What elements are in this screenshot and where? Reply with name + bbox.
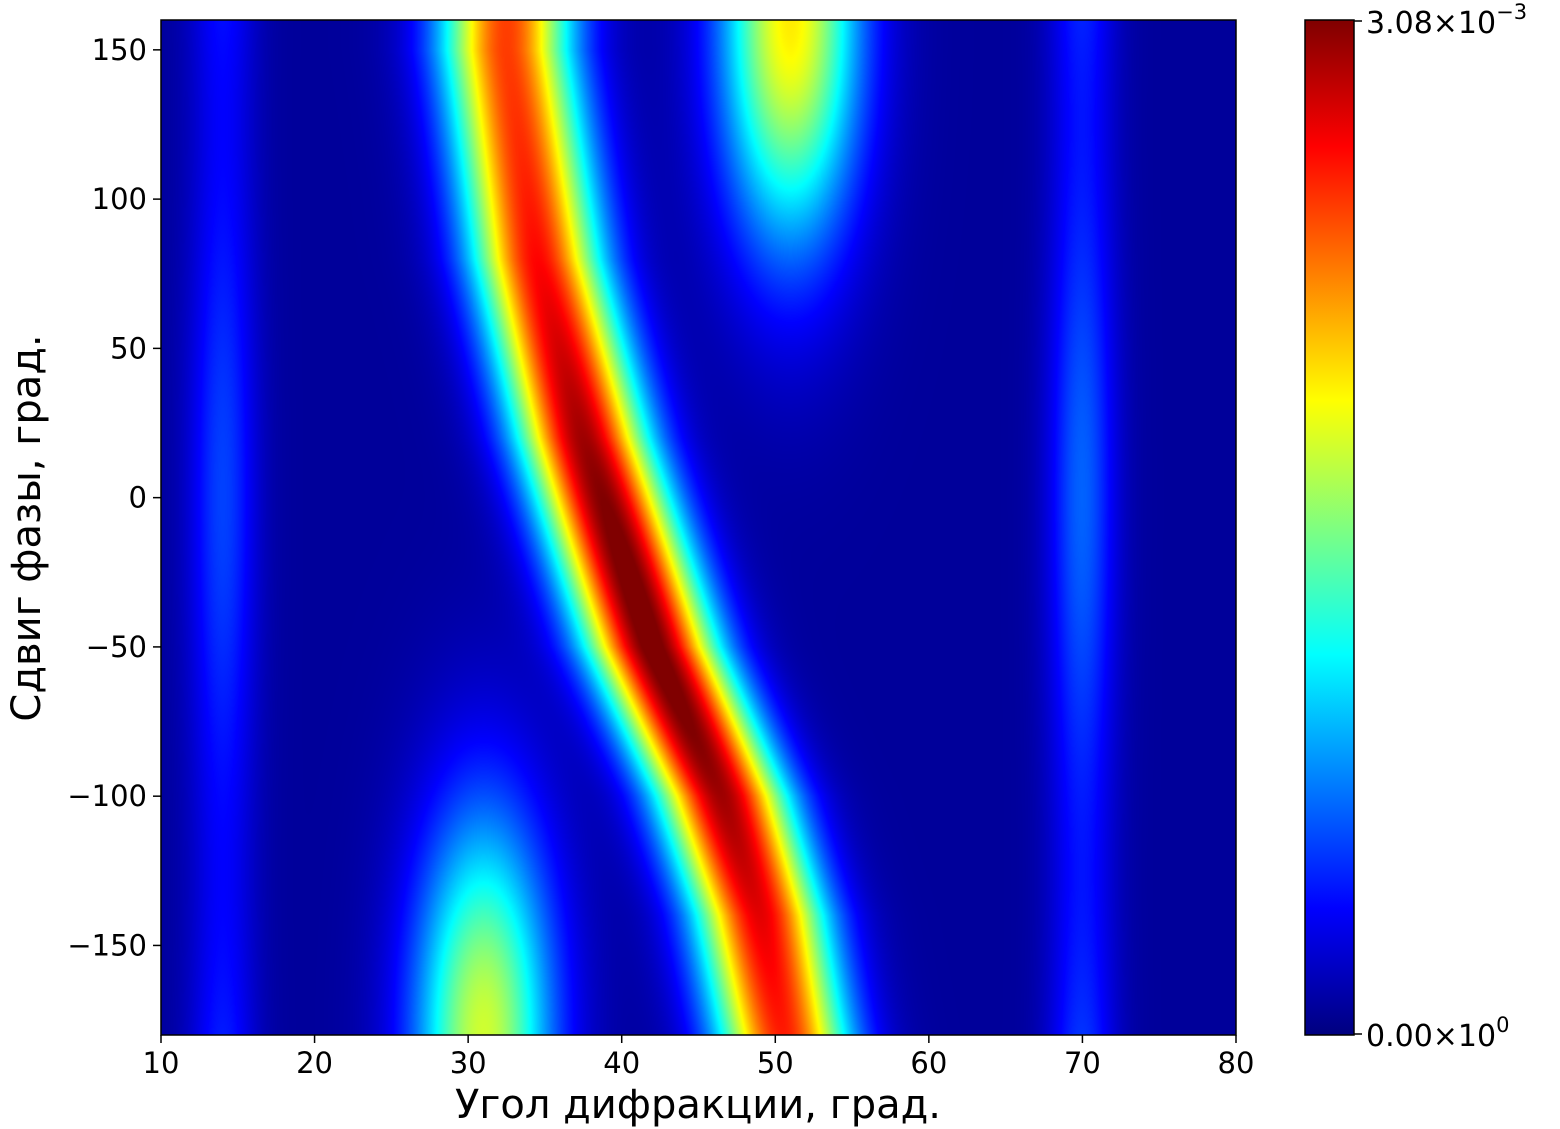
plot-frame [160, 19, 1237, 1036]
y-tick-label: −50 [86, 630, 147, 664]
heatmap-image [161, 20, 1236, 1035]
y-axis: −150 −100 −50 0 50 100 150 [67, 33, 161, 962]
y-tick-label: 50 [110, 331, 147, 365]
y-tick-label: −100 [67, 779, 147, 813]
x-axis: 10 20 30 40 50 60 70 80 [143, 1035, 1255, 1080]
y-tick-label: 0 [129, 481, 147, 515]
x-axis-title: Угол дифракции, град. [455, 1082, 941, 1128]
y-tick-label: −150 [67, 928, 147, 962]
colorbar-min-label: 0.00×100 [1366, 1013, 1509, 1054]
colorbar: 3.08×10−3 0.00×100 [1304, 0, 1527, 1054]
colorbar-gradient [1304, 19, 1355, 1036]
plot-area [160, 19, 1237, 1036]
x-tick-label: 10 [143, 1046, 180, 1080]
y-tick-label: 150 [92, 33, 147, 67]
x-tick-label: 70 [1064, 1046, 1101, 1080]
x-tick-label: 60 [910, 1046, 947, 1080]
x-tick-label: 30 [450, 1046, 487, 1080]
y-axis-title: Сдвиг фазы, град. [4, 334, 50, 721]
colorbar-max-label: 3.08×10−3 [1366, 0, 1527, 41]
x-tick-label: 80 [1218, 1046, 1255, 1080]
x-tick-label: 50 [757, 1046, 794, 1080]
x-tick-label: 20 [296, 1046, 333, 1080]
y-tick-label: 100 [92, 182, 147, 216]
x-tick-label: 40 [603, 1046, 640, 1080]
